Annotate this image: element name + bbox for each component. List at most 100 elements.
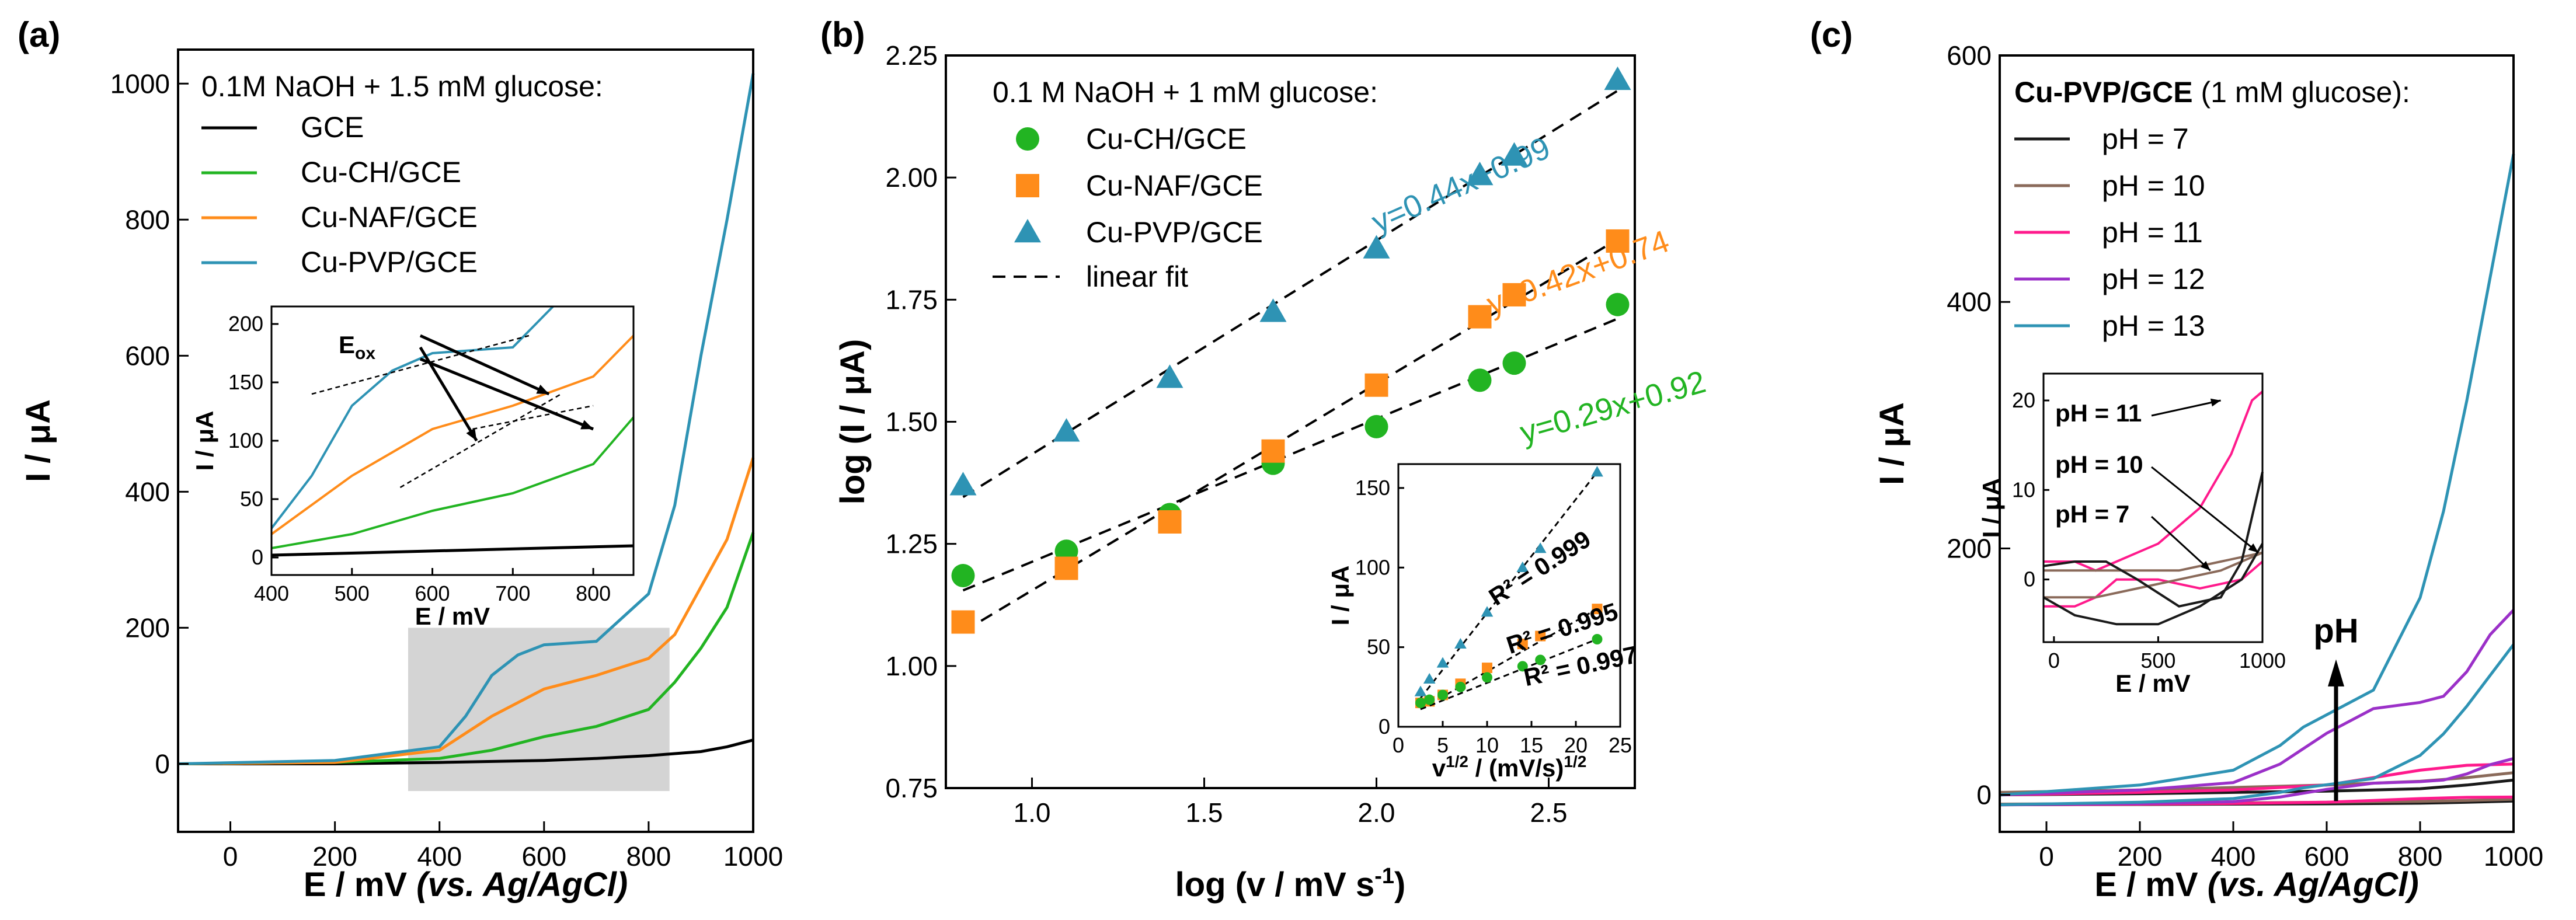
inset-point-naf bbox=[1592, 604, 1603, 615]
inset-background-a bbox=[271, 306, 633, 575]
fit-equation-naf: y=0.42x+0.74 bbox=[1482, 224, 1674, 322]
point-naf bbox=[1468, 305, 1492, 329]
inset-curve-ph7-fwd bbox=[2043, 472, 2264, 608]
a-inset-ytick-label: 100 bbox=[228, 428, 263, 452]
tangent-line-3 bbox=[472, 405, 594, 430]
legend-title-rest: (1 mM glucose): bbox=[2193, 76, 2410, 109]
x-axis-title-italic-c: (vs. Ag/AgCl) bbox=[2208, 866, 2419, 904]
inset-point-naf bbox=[1482, 663, 1492, 674]
inset-arrow-ph10 bbox=[2151, 466, 2259, 553]
b-inset-ytick-label: 0 bbox=[1378, 715, 1390, 738]
legend-label-b-naf: Cu-NAF/GCE bbox=[1086, 169, 1263, 202]
b-ytick-label: 2.25 bbox=[885, 40, 938, 71]
point-pvp bbox=[1053, 418, 1080, 442]
point-naf bbox=[1606, 229, 1630, 253]
a-ytick-label: 600 bbox=[125, 340, 170, 371]
inset-arrowhead-ph7 bbox=[2200, 560, 2211, 571]
point-pvp bbox=[1156, 364, 1183, 388]
a-inset-ytick-label: 50 bbox=[240, 487, 263, 511]
legend-label-naf: Cu-NAF/GCE bbox=[301, 201, 478, 234]
plot-frame-a bbox=[177, 48, 754, 833]
legend-title-b: 0.1 M NaOH + 1 mM glucose: bbox=[993, 76, 1378, 109]
point-ch bbox=[1502, 351, 1526, 375]
point-pvp bbox=[1501, 142, 1528, 166]
c-xtick-label: 800 bbox=[2398, 841, 2443, 872]
x-axis-title-b: log (v / mV s-1) bbox=[1175, 864, 1406, 904]
c-inset-ytick-label: 0 bbox=[2024, 567, 2035, 591]
legend-label-fit: linear fit bbox=[1086, 260, 1188, 293]
point-pvp bbox=[1604, 66, 1631, 90]
a-xtick-label: 400 bbox=[417, 841, 462, 872]
inset-curve-ph11-fwd bbox=[2044, 391, 2264, 572]
plot-frame-c bbox=[1999, 54, 2515, 833]
point-pvp bbox=[1259, 298, 1287, 322]
a-ytick-label: 800 bbox=[125, 204, 170, 235]
c-inset-ytick-label: 10 bbox=[2012, 478, 2035, 501]
inset-point-pvp bbox=[1481, 606, 1494, 617]
inset-point-ch bbox=[1535, 654, 1546, 665]
legend-title-bold: Cu-PVP/GCE bbox=[2014, 76, 2193, 109]
b-ytick-label: 0.75 bbox=[885, 773, 938, 803]
eox-arrow-1 bbox=[419, 334, 550, 396]
c-ytick-label: 400 bbox=[1947, 287, 1992, 317]
inset-x-title-c: E / mV bbox=[2115, 670, 2190, 697]
curve-ph13 bbox=[1999, 154, 2515, 797]
inset-point-ch bbox=[1424, 694, 1435, 705]
b-xtick-label: 1.0 bbox=[1014, 797, 1051, 828]
inset-frame-c bbox=[2042, 372, 2264, 643]
point-naf bbox=[1502, 283, 1526, 306]
c-ytick-label: 0 bbox=[1976, 780, 1992, 810]
inset-point-pvp bbox=[1516, 561, 1529, 573]
inset-point-naf bbox=[1535, 630, 1546, 642]
y-axis-title-c: I / μA bbox=[1873, 402, 1911, 485]
a-xtick-label: 600 bbox=[521, 841, 566, 872]
curve-cu-naf-gce bbox=[177, 457, 755, 765]
c-inset-ytick-label: 20 bbox=[2012, 388, 2035, 412]
inset-point-pvp bbox=[1591, 466, 1603, 477]
inset-point-ch bbox=[1455, 681, 1466, 692]
legend-label-ph12: pH = 12 bbox=[2102, 263, 2205, 295]
fit-equation-pvp: y=0.44x+0.99 bbox=[1366, 130, 1555, 240]
point-ch bbox=[1606, 292, 1630, 316]
inset-label-ph10: pH = 10 bbox=[2055, 451, 2143, 478]
b-xtick-label: 2.5 bbox=[1530, 797, 1568, 828]
panel-label-a: (a) bbox=[18, 15, 60, 54]
inset-label-ph11: pH = 11 bbox=[2055, 399, 2142, 427]
b-inset-xtick-label: 5 bbox=[1437, 733, 1449, 757]
eox-arrow-3 bbox=[419, 357, 594, 431]
curve-reverse-ph13 bbox=[1999, 643, 2515, 807]
inset-x-title-b: v1/2 / (mV/s)1/2 bbox=[1432, 752, 1587, 782]
point-naf bbox=[1158, 510, 1182, 534]
b-ytick-label: 1.75 bbox=[885, 284, 938, 315]
c-inset-xtick-label: 500 bbox=[2140, 649, 2175, 672]
b-inset-xtick-label: 20 bbox=[1564, 733, 1588, 757]
inset-point-ch bbox=[1592, 634, 1603, 644]
b-xtick-label: 2.0 bbox=[1358, 797, 1395, 828]
x-axis-title-sup: -1 bbox=[1374, 864, 1394, 888]
c-xtick-label: 400 bbox=[2211, 841, 2256, 872]
inset-point-pvp bbox=[1436, 657, 1449, 668]
b-inset-xtick-label: 10 bbox=[1475, 733, 1499, 757]
inset-fit-line-naf bbox=[1420, 608, 1598, 710]
curve-reverse-ph12 bbox=[1999, 757, 2514, 807]
a-xtick-label: 200 bbox=[312, 841, 357, 872]
a-ytick-label: 0 bbox=[155, 748, 170, 779]
legend-label-b-ch: Cu-CH/GCE bbox=[1086, 123, 1247, 155]
curve-cu-pvp-gce bbox=[177, 73, 755, 765]
inset-x-title-part-0: 1/2 bbox=[1446, 752, 1468, 771]
inset-arrow-ph11 bbox=[2151, 399, 2221, 417]
a-xtick-label: 800 bbox=[626, 841, 671, 872]
eox-arrowhead-3 bbox=[580, 420, 594, 430]
legend-title-c: Cu-PVP/GCE (1 mM glucose): bbox=[2014, 76, 2410, 109]
inset-fit-line-pvp bbox=[1419, 471, 1598, 699]
c-ytick-label: 600 bbox=[1947, 40, 1992, 71]
c-inset-xtick-label: 0 bbox=[2048, 649, 2060, 672]
c-ytick-label: 200 bbox=[1947, 533, 1992, 563]
legend-label-ph10: pH = 10 bbox=[2102, 169, 2205, 202]
a-inset-ytick-label: 200 bbox=[228, 312, 263, 336]
inset-point-ch bbox=[1517, 661, 1528, 672]
b-inset-xtick-label: 0 bbox=[1393, 733, 1404, 757]
legend-marker-ch bbox=[1016, 127, 1039, 151]
